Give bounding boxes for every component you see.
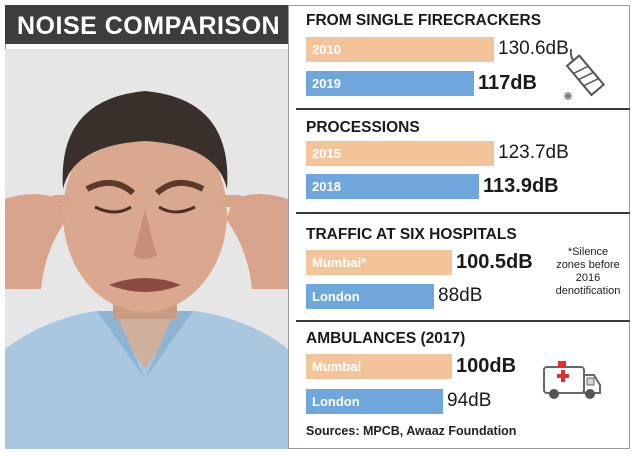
bar-label: Mumbai*: [312, 255, 367, 270]
data-label: 100.5dB: [456, 251, 533, 273]
bar-hospitals-mumbai: [306, 250, 452, 275]
data-label: 100dB: [456, 355, 517, 377]
bar-firecrackers-2010: [306, 37, 494, 62]
bar-ambulances-london: [306, 389, 443, 414]
bar-label: 2010: [312, 42, 341, 57]
data-label: 117dB: [478, 72, 537, 94]
bar-label: London: [312, 394, 360, 409]
section-divider: [296, 212, 630, 214]
man-covering-ears-photo: [5, 49, 288, 449]
title-banner: NOISE COMPARISON: [5, 5, 288, 44]
data-label: 113.9dB: [483, 175, 559, 197]
bar-label: 2015: [312, 146, 341, 161]
source-credit: Sources: MPCB, Awaaz Foundation: [306, 424, 517, 438]
bar-firecrackers-2019: [306, 71, 474, 96]
firecracker-icon: [558, 44, 614, 109]
bar-label: 2018: [312, 179, 341, 194]
section-divider: [296, 320, 630, 322]
bar-processions-2018: [306, 174, 479, 199]
footnote-silence-zones: *Silence zones before 2016 denotificatio…: [555, 246, 621, 297]
bar-label: London: [312, 289, 360, 304]
section-title-firecrackers: FROM SINGLE FIRECRACKERS: [306, 12, 542, 29]
section-divider: [296, 108, 630, 110]
data-label: 123.7dB: [498, 142, 569, 163]
page-title: NOISE COMPARISON: [17, 12, 281, 40]
bar-label: 2019: [312, 76, 341, 91]
data-label: 130.6dB: [498, 38, 569, 59]
data-label: 94dB: [447, 390, 492, 411]
bar-ambulances-mumbai: [306, 354, 452, 379]
data-label: 88dB: [438, 285, 483, 306]
section-title-hospitals: TRAFFIC AT SIX HOSPITALS: [306, 226, 517, 243]
ambulance-icon: [540, 357, 602, 408]
man-covering-ears-illustration: [5, 49, 288, 449]
bar-hospitals-london: [306, 284, 434, 309]
bar-processions-2015: [306, 141, 494, 166]
section-title-processions: PROCESSIONS: [306, 119, 420, 136]
section-title-ambulances: AMBULANCES (2017): [306, 330, 466, 347]
column-divider: [288, 5, 289, 449]
bar-label: Mumbai: [312, 359, 362, 374]
